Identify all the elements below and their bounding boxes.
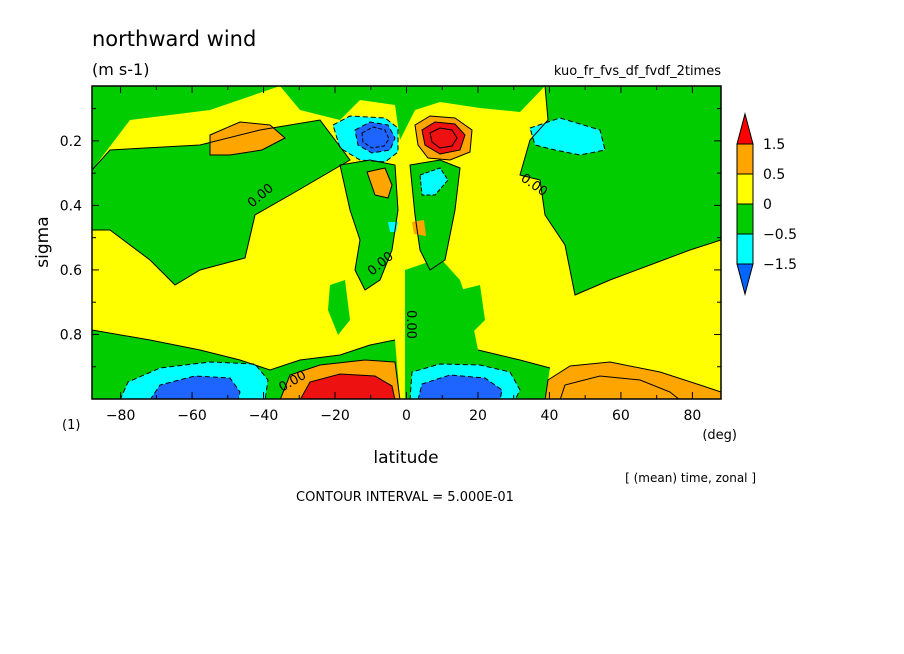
region-cyan-center — [420, 168, 448, 195]
plot-area — [92, 86, 721, 399]
x-tick-label: 40 — [541, 408, 559, 424]
units-label: (m s-1) — [92, 60, 149, 79]
region-orange-southeast — [545, 362, 721, 399]
y-tick-label: 0.2 — [60, 134, 82, 150]
region-blue-southwest — [150, 376, 240, 399]
region-cyan-northeast — [530, 118, 605, 155]
x-unit-label: (deg) — [702, 428, 737, 443]
y-tick-label: 0.8 — [60, 327, 82, 343]
x-tick-label: −20 — [320, 408, 350, 424]
region-green-northwest — [92, 86, 280, 170]
legend-level-label: −1.5 — [763, 257, 797, 273]
legend-swatch — [736, 143, 754, 175]
contour-label: 0.00 — [403, 310, 418, 339]
x-tick-label: 20 — [469, 408, 487, 424]
contour-interval-label: CONTOUR INTERVAL = 5.000E-01 — [296, 490, 514, 505]
legend-swatch — [736, 263, 754, 296]
axes: −80 −60 −40 −20 0 20 40 60 80 0.2 0.4 0.6 0.8 — [60, 86, 721, 424]
legend-level-label: −0.5 — [763, 227, 797, 243]
y-tick-label: 0.4 — [60, 198, 82, 214]
x-tick-label: 60 — [612, 408, 630, 424]
region-green-patch-1 — [328, 280, 350, 335]
legend-swatch — [736, 203, 754, 235]
chart-title: northward wind — [92, 27, 256, 51]
figure-number: (1) — [62, 418, 80, 433]
legend-level-label: 1.5 — [763, 137, 785, 153]
x-tick-label: −80 — [106, 408, 136, 424]
region-orange-center-2 — [412, 220, 426, 236]
x-tick-label: 0 — [402, 408, 411, 424]
run-name-label: kuo_fr_fvs_df_fvdf_2times — [554, 64, 721, 79]
region-red-north-center — [422, 122, 465, 154]
region-blue-south-center — [418, 375, 502, 399]
region-green-west — [92, 120, 350, 285]
legend-swatch — [736, 233, 754, 265]
x-axis-label: latitude — [373, 448, 438, 468]
y-tick-label: 0.6 — [60, 263, 82, 279]
region-red-south-center — [300, 374, 395, 399]
averaging-label: [ (mean) time, zonal ] — [625, 471, 756, 485]
legend-swatch — [736, 112, 754, 145]
x-tick-label: −60 — [177, 408, 207, 424]
color-legend: 1.5 0.5 0 −0.5 −1.5 — [736, 112, 797, 296]
x-tick-label: 80 — [683, 408, 701, 424]
legend-level-label: 0.5 — [763, 167, 785, 183]
x-tick-label: −40 — [249, 408, 279, 424]
y-axis-label: sigma — [33, 216, 53, 267]
legend-swatch — [736, 173, 754, 205]
region-green-north-band — [92, 86, 545, 140]
region-orange-center — [367, 168, 392, 198]
contour-lines — [92, 86, 721, 399]
region-green-patch-2 — [460, 285, 485, 335]
legend-level-label: 0 — [763, 197, 772, 213]
region-orange-northwest — [210, 122, 285, 155]
